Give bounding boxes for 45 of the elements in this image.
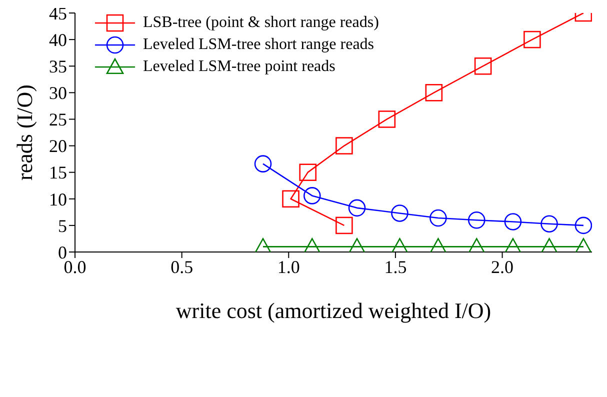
- point: [303, 238, 321, 252]
- y-axis-title: reads (I/O): [12, 84, 37, 180]
- point: [468, 238, 486, 252]
- point: [348, 199, 366, 217]
- point: [336, 137, 353, 154]
- point: [254, 238, 272, 252]
- legend-label: LSB-tree (point & short range reads): [143, 14, 379, 32]
- point: [468, 211, 486, 229]
- point: [303, 187, 321, 204]
- point: [504, 238, 522, 252]
- y-tick-label: 40: [49, 30, 67, 50]
- point: [336, 216, 353, 234]
- x-tick-label: 2.0: [491, 256, 514, 277]
- point: [430, 238, 447, 252]
- y-tick-label: 15: [49, 162, 67, 183]
- point: [378, 110, 396, 128]
- point: [391, 204, 408, 222]
- x-axis-title: write cost (amortized weighted I/O): [176, 298, 492, 323]
- point: [474, 57, 492, 75]
- legend-label: Leveled LSM-tree short range reads: [143, 36, 374, 54]
- point: [282, 190, 300, 208]
- x-tick-label: 1.5: [384, 256, 407, 277]
- legend-label: Leveled LSM-tree point reads: [143, 58, 336, 76]
- point: [299, 164, 317, 181]
- point: [348, 238, 366, 252]
- point: [254, 155, 272, 172]
- point: [524, 30, 541, 48]
- x-tick-label: 1.0: [277, 256, 300, 277]
- y-tick-label: 20: [49, 136, 67, 156]
- point: [574, 238, 592, 252]
- y-tick-label: 5: [58, 216, 67, 236]
- y-tick-label: 35: [49, 56, 67, 76]
- point: [391, 238, 408, 252]
- y-tick-label: 45: [49, 3, 67, 24]
- y-tick-label: 30: [49, 83, 67, 104]
- y-tick-label: 0: [58, 242, 67, 262]
- point: [574, 216, 592, 234]
- point: [540, 238, 558, 252]
- point: [430, 209, 447, 227]
- point: [425, 84, 443, 102]
- y-tick-label: 10: [49, 189, 67, 210]
- x-tick-label: 0.5: [170, 256, 194, 277]
- point: [540, 215, 558, 232]
- y-tick-label: 25: [49, 110, 67, 130]
- point: [504, 213, 522, 230]
